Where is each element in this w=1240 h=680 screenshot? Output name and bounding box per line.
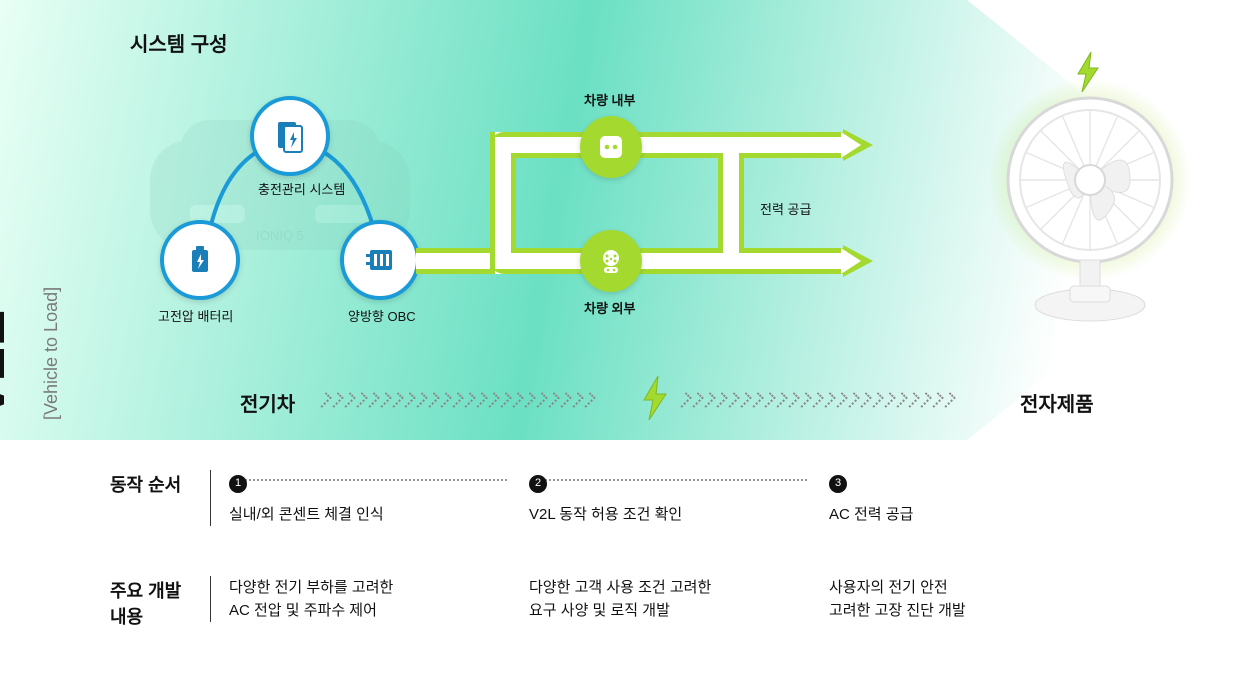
pipe-join: [723, 244, 739, 258]
pipe-join: [495, 253, 516, 269]
pipe-join: [723, 148, 739, 162]
node-battery: [160, 220, 240, 300]
dev-text: 다양한 고객 사용 조건 고려한 요구 사양 및 로직 개발: [529, 576, 829, 623]
step-badge: 3: [829, 475, 847, 493]
arrowhead-inner-icon: [841, 132, 861, 158]
step-text: AC 전력 공급: [829, 506, 913, 523]
step-badge: 1: [229, 475, 247, 493]
node-battery-label: 고전압 배터리: [158, 306, 233, 325]
arrowhead-inner-icon: [841, 248, 861, 274]
title-main: V2L: [0, 310, 18, 420]
pipe: [511, 248, 846, 274]
step-col: 3 AC 전력 공급: [829, 470, 1129, 526]
doc-bolt-icon: [272, 118, 308, 154]
dev-heading: 주요 개발 내용: [110, 576, 210, 630]
section-title: 시스템 구성: [130, 28, 228, 57]
pipe: [718, 153, 744, 253]
pipe-join: [495, 137, 516, 153]
step-col: 2 V2L 동작 허용 조건 확인: [529, 470, 829, 526]
pipe: [511, 132, 846, 158]
step-badge: 2: [529, 475, 547, 493]
junction-inside-label: 차량 내부: [584, 90, 635, 109]
step-col: 1 실내/외 콘센트 체결 인식: [229, 470, 529, 526]
outlet-icon: [596, 132, 626, 162]
steps-row: 동작 순서 1 실내/외 콘센트 체결 인식 2 V2L 동작 허용 조건 확인…: [110, 470, 1220, 526]
step-text: 실내/외 콘센트 체결 인식: [229, 506, 384, 523]
appliance-fan: [980, 70, 1200, 330]
inverter-icon: [362, 242, 398, 278]
bolt-mid-icon: [640, 376, 670, 420]
chevrons-right: [680, 388, 1000, 412]
junction-outside-label: 차량 외부: [584, 298, 635, 317]
title-sub: [Vehicle to Load]: [41, 287, 62, 420]
node-cms: [250, 96, 330, 176]
dev-text: 다양한 전기 부하를 고려한 AC 전압 및 주파수 제어: [229, 576, 529, 623]
vertical-title: V2L [Vehicle to Load]: [18, 20, 78, 420]
steps-heading: 동작 순서: [110, 470, 210, 498]
ev-plug-icon: [596, 246, 626, 276]
steps-body: 1 실내/외 콘센트 체결 인식 2 V2L 동작 허용 조건 확인 3 AC …: [210, 470, 1220, 526]
node-cms-label: 충전관리 시스템: [258, 182, 322, 199]
dev-row: 주요 개발 내용 다양한 전기 부하를 고려한 AC 전압 및 주파수 제어 다…: [110, 576, 1220, 630]
chevrons-left: [320, 388, 630, 412]
step-text: V2L 동작 허용 조건 확인: [529, 506, 682, 523]
lower-sections: 동작 순서 1 실내/외 콘센트 체결 인식 2 V2L 동작 허용 조건 확인…: [110, 470, 1220, 680]
dev-text: 사용자의 전기 안전 고려한 고장 진단 개발: [829, 576, 1129, 623]
right-label: 전자제품: [1020, 388, 1094, 417]
junction-outside: [580, 230, 642, 292]
fan-icon: [980, 70, 1200, 330]
node-obc-label: 양방향 OBC: [348, 306, 416, 325]
left-label: 전기차: [240, 388, 295, 417]
supply-label: 전력 공급: [760, 199, 811, 218]
pipe: [416, 248, 501, 274]
battery-icon: [182, 242, 218, 278]
junction-inside: [580, 116, 642, 178]
node-obc: [340, 220, 420, 300]
car-model-label: IONIQ 5: [256, 228, 304, 243]
dev-body: 다양한 전기 부하를 고려한 AC 전압 및 주파수 제어 다양한 고객 사용 …: [210, 576, 1220, 623]
